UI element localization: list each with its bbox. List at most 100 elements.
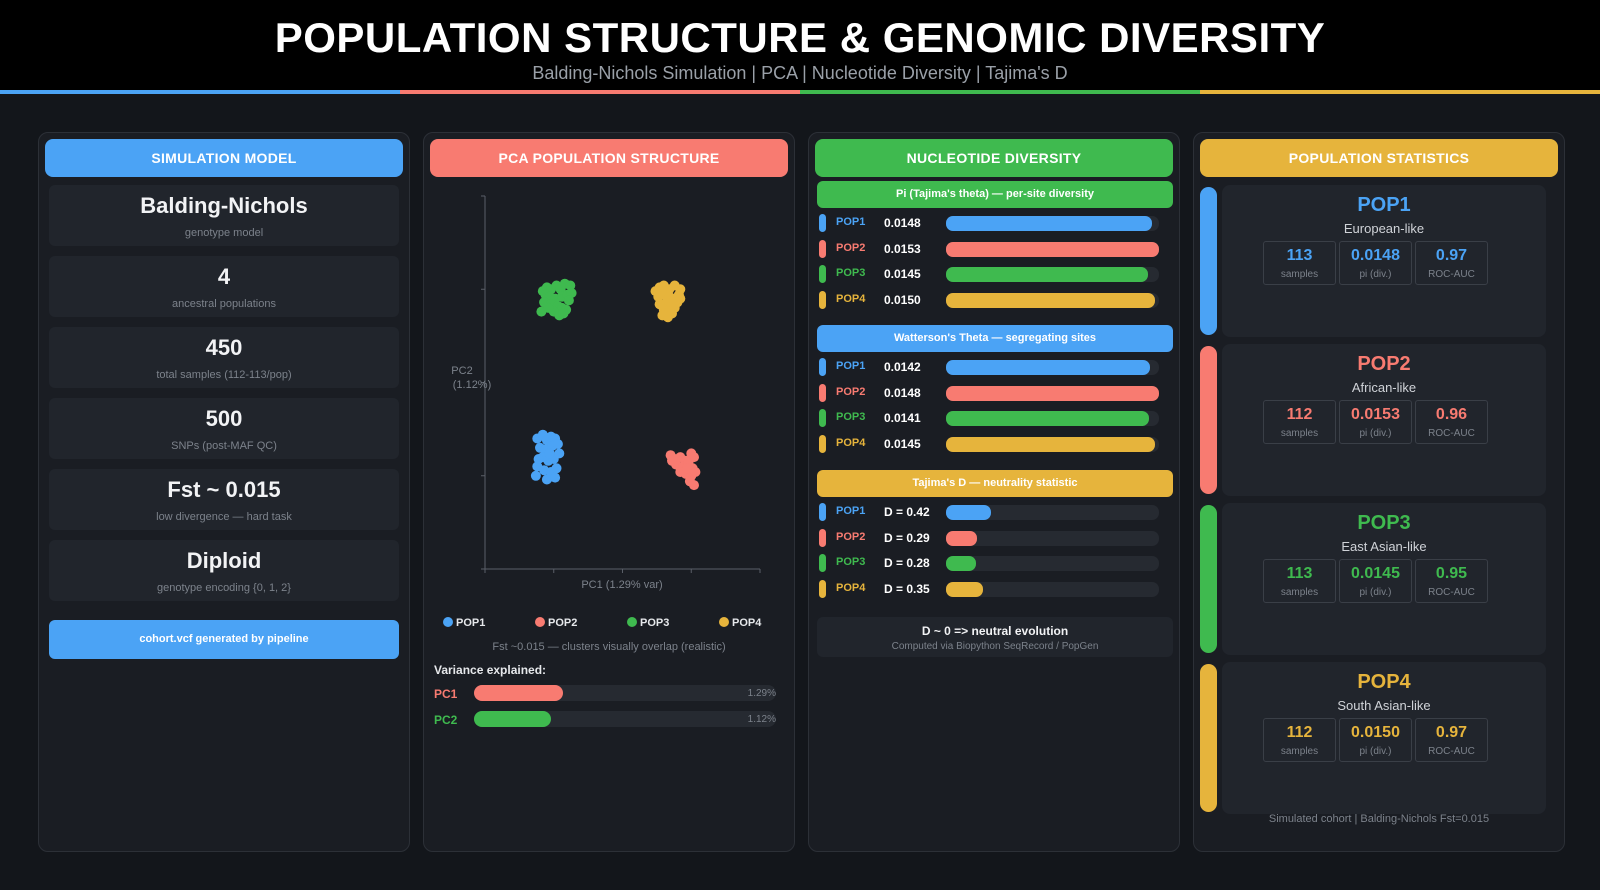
pca-header: PCA POPULATION STRUCTURE <box>430 139 788 177</box>
auc-box: 0.96 ROC-AUC <box>1415 400 1488 444</box>
legend-label-pop3: POP3 <box>640 617 670 629</box>
samples-box: 113 samples <box>1263 241 1336 285</box>
header-bar: POPULATION STRUCTURE & GENOMIC DIVERSITY… <box>0 0 1600 90</box>
value-track <box>946 505 1159 520</box>
diversity-row-pop1: POP1 0.0148 <box>819 213 1169 233</box>
pop-color-pill <box>819 383 826 402</box>
tajima-note-main: D ~ 0 => neutral evolution <box>921 624 1069 638</box>
diversity-row-pop4: POP4 0.0145 <box>819 434 1169 454</box>
point-pop4-19 <box>667 308 677 319</box>
vcf-button[interactable]: cohort.vcf generated by pipeline <box>49 620 399 659</box>
auc-box: 0.97 ROC-AUC <box>1415 241 1488 285</box>
simulation-model-panel: SIMULATION MODEL Balding-Nichols genotyp… <box>38 132 410 852</box>
value-track <box>946 530 1159 546</box>
fst-value: Fst ~ 0.015 <box>167 477 281 502</box>
value-bar <box>946 267 1148 282</box>
tajima-note-sub: Computed via Biopython SeqRecord / PopGe… <box>891 641 1099 652</box>
variance-row-pc2: PC2 1.12% <box>434 711 784 729</box>
value-bar <box>946 241 1159 257</box>
samples-box: 112 samples <box>1263 718 1336 762</box>
pop-color-pill <box>819 503 826 521</box>
auc-value: 0.95 <box>1435 565 1468 582</box>
auc-box: 0.97 ROC-AUC <box>1415 718 1488 762</box>
legend-pop2: POP2 <box>535 617 577 629</box>
value-bar <box>946 530 977 546</box>
diversity-section-header-2: Tajima's D — neutrality statistic <box>817 470 1173 497</box>
pop-color-pill <box>819 409 826 427</box>
pi-value: 0.0150 <box>1351 724 1400 741</box>
pop-color-bar <box>1200 505 1217 653</box>
diversity-row-pop3: POP3 D = 0.28 <box>819 553 1169 573</box>
legend-dot-pop1 <box>443 617 453 627</box>
point-pop3-6 <box>565 280 576 291</box>
model-value: Balding-Nichols <box>140 193 308 218</box>
pop-value: 0.0148 <box>884 216 921 230</box>
point-pop1-17 <box>541 474 552 485</box>
pop-name: POP2 <box>836 385 866 398</box>
diversity-row-pop4: POP4 D = 0.35 <box>819 579 1169 599</box>
point-pop2-15 <box>667 455 677 466</box>
pca-note: Fst ~0.015 — clusters visually overlap (… <box>492 641 726 653</box>
pop-color-bar <box>1200 664 1217 812</box>
point-pop1-8 <box>552 439 563 449</box>
point-pop4-21 <box>675 293 686 304</box>
samples-box: 113 samples <box>1263 559 1336 603</box>
pop-stat-name: POP1 <box>1357 194 1411 216</box>
pop-name: POP3 <box>836 267 866 279</box>
variance-title: Variance explained: <box>434 663 547 677</box>
point-pop1-21 <box>533 454 544 464</box>
stripe-blue <box>0 90 400 94</box>
samples-label: samples <box>1280 587 1319 598</box>
pop-value: 0.0148 <box>884 385 921 400</box>
variance-pct-pc2: 1.12% <box>747 714 776 725</box>
samples-value: 450 <box>205 335 243 360</box>
pop-name: POP4 <box>836 436 866 449</box>
legend-label-pop1: POP1 <box>456 617 486 629</box>
page-title: POPULATION STRUCTURE & GENOMIC DIVERSITY <box>274 14 1326 61</box>
nucleotide-diversity-header: NUCLEOTIDE DIVERSITY <box>815 139 1173 177</box>
pop-name: POP2 <box>836 530 866 543</box>
pi-value: 0.0148 <box>1351 247 1400 264</box>
stripe-red <box>400 90 800 94</box>
y-axis-label-line1: PC2 <box>451 365 472 377</box>
variance-fill-pc2 <box>474 711 552 727</box>
diversity-section-header-1: Watterson's Theta — segregating sites <box>817 325 1173 352</box>
stats-footer: Simulated cohort | Balding-Nichols Fst=0… <box>1268 813 1490 825</box>
pop-value: 0.0153 <box>884 241 921 256</box>
pi-box: 0.0150 pi (div.) <box>1339 718 1412 762</box>
pca-scatter-plot: PC2 (1.12%) PC1 (1.29% var) <box>451 195 761 591</box>
pop-name: POP3 <box>836 556 866 568</box>
point-pop1-20 <box>544 448 555 459</box>
pop-value: D = 0.42 <box>884 505 930 519</box>
value-bar <box>946 411 1149 426</box>
point-pop2-17 <box>690 467 701 477</box>
pop-value: 0.0141 <box>884 411 921 425</box>
pop-name: POP4 <box>836 581 866 594</box>
auc-value: 0.96 <box>1435 406 1468 423</box>
samples-caption: total samples (112-113/pop) <box>156 369 292 381</box>
point-pop1-16 <box>530 470 541 481</box>
diversity-row-pop3: POP3 0.0145 <box>819 264 1169 284</box>
pi-box: 0.0145 pi (div.) <box>1339 559 1412 603</box>
legend-label-pop4: POP4 <box>732 617 762 629</box>
value-track <box>946 556 1159 571</box>
variance-row-pc1: PC1 1.29% <box>434 685 784 703</box>
snps-caption: SNPs (post-MAF QC) <box>171 440 277 452</box>
samples-label: samples <box>1280 428 1319 439</box>
ploidy-card: Diploid genotype encoding {0, 1, 2} <box>49 540 399 601</box>
auc-label: ROC-AUC <box>1428 746 1475 757</box>
auc-label: ROC-AUC <box>1428 269 1475 280</box>
populations-value: 4 <box>217 264 231 289</box>
pi-label: pi (div.) <box>1359 587 1392 598</box>
pca-panel: PCA POPULATION STRUCTURE PC2 (1.12%) PC1… <box>423 132 795 852</box>
pop-stat-card-pop4: POP4 South Asian-like 112 samples 0.0150 pi (… <box>1200 662 1546 814</box>
legend-dot-pop2 <box>535 617 545 627</box>
snps-card: 500 SNPs (post-MAF QC) <box>49 398 399 459</box>
pop-stat-name: POP2 <box>1357 353 1411 375</box>
y-axis-label-line2: (1.12%) <box>453 379 492 391</box>
tajima-note: D ~ 0 => neutral evolution Computed via … <box>817 617 1173 657</box>
pi-label: pi (div.) <box>1359 746 1392 757</box>
pop-stat-name: POP4 <box>1357 671 1411 693</box>
pi-label: pi (div.) <box>1359 269 1392 280</box>
variance-label-pc2: PC2 <box>434 713 458 727</box>
